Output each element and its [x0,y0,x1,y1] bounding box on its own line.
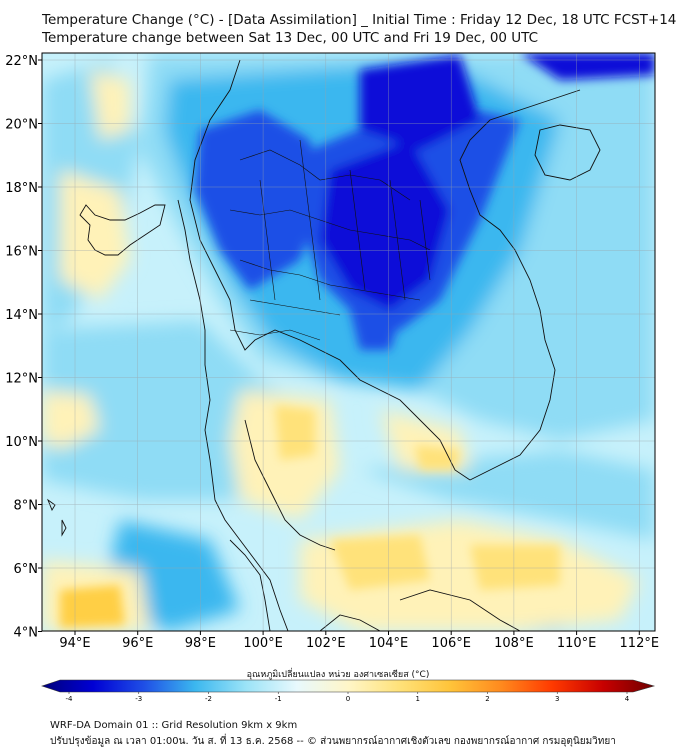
lon-label: 108°E [494,636,534,651]
lat-label: 6°N [14,562,39,577]
colorbar-tick-label: 1 [416,695,420,703]
colorbar: -4 -3 -2 -1 0 1 2 3 4 [41,679,656,703]
temperature-field [42,53,655,631]
lon-label: 100°E [243,636,283,651]
colorbar-tick-label: 3 [555,695,559,703]
lat-label: 16°N [5,245,38,260]
footer-model-info: WRF-DA Domain 01 :: Grid Resolution 9km … [50,720,298,731]
lat-label: 14°N [5,308,38,323]
lon-label: 102°E [306,636,346,651]
axis-ticks: 94°E 96°E 98°E 100°E 102°E 104°E 106°E 108°E 110… [5,54,659,651]
lat-label: 22°N [5,54,38,69]
lat-label: 20°N [5,118,38,133]
province-boundaries [229,139,431,341]
colorbar-label: อุณหภูมิเปลี่ยนแปลง หน่วย องศาเซลเซียส (… [246,670,430,680]
lon-label: 112°E [620,636,660,651]
lon-label: 98°E [185,636,216,651]
lat-label: 18°N [5,181,38,196]
colorbar-tick-label: 2 [485,695,489,703]
plot-frame [41,52,656,632]
map-title-line1: Temperature Change (°C) - [Data Assimila… [42,12,676,28]
lon-label: 94°E [59,636,90,651]
lat-label: 4°N [14,626,39,641]
lon-label: 110°E [557,636,597,651]
colorbar-ticks: -4 -3 -2 -1 0 1 2 3 4 [66,692,630,703]
footer-update-info: ปรับปรุงข้อมูล ณ เวลา 01:00น. วัน ส. ที่… [50,736,616,747]
gridlines [42,53,655,631]
lon-label: 96°E [122,636,153,651]
colorbar-tick-label: 4 [625,695,630,703]
colorbar-bar [41,679,656,693]
lat-label: 10°N [5,435,38,450]
coastlines-borders [47,59,601,631]
map-title-line2: Temperature change between Sat 13 Dec, 0… [42,30,539,46]
lat-label: 8°N [14,499,39,514]
lon-label: 104°E [369,636,409,651]
colorbar-tick-label: 0 [346,695,350,703]
lon-label: 106°E [431,636,471,651]
colorbar-tick-label: -3 [135,695,142,703]
field-blobs-strong [60,53,655,628]
lat-label: 12°N [5,372,38,387]
colorbar-tick-label: -2 [205,695,212,703]
colorbar-tick-label: -1 [275,695,282,703]
colorbar-tick-label: -4 [66,695,74,703]
